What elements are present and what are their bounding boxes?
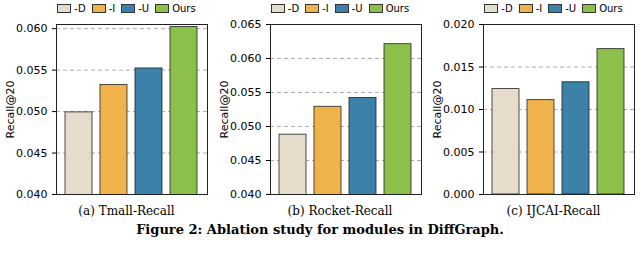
html-text:(c) IJCAI-Recall: (c) IJCAI-Recall <box>506 204 601 218</box>
html-text:(a) Tmall-Recall: (a) Tmall-Recall <box>78 204 175 218</box>
svg-text:0.040: 0.040 <box>230 188 262 201</box>
svg-text:0.055: 0.055 <box>230 86 262 99</box>
html-text:-D: -D <box>74 2 86 14</box>
html-text:-D: -D <box>287 2 300 14</box>
svg-text:Recall@20: Recall@20 <box>431 81 444 139</box>
html-text:Ours: Ours <box>172 2 196 14</box>
html-text:Figure 2: Ablation study for m: Figure 2: Ablation study for modules in … <box>136 222 504 237</box>
svg-text:0.060: 0.060 <box>16 22 48 35</box>
html-text:(b) Rocket-Recall: (b) Rocket-Recall <box>287 204 393 218</box>
svg-text:0.055: 0.055 <box>16 64 48 77</box>
svg-text:0.045: 0.045 <box>16 147 48 160</box>
html-text:Ours: Ours <box>599 2 623 14</box>
svg-text:0.065: 0.065 <box>230 18 262 31</box>
html-text:-D: -D <box>501 2 513 14</box>
svg-text:0.050: 0.050 <box>16 105 48 118</box>
svg-text:0.010: 0.010 <box>443 103 475 116</box>
svg-text:0.015: 0.015 <box>443 61 475 74</box>
html-text:-I: -I <box>108 2 116 14</box>
svg-text:0.060: 0.060 <box>230 52 262 65</box>
svg-text:0.045: 0.045 <box>230 154 262 167</box>
html-text:-U: -U <box>351 2 363 14</box>
svg-text:0.005: 0.005 <box>443 146 475 159</box>
html-text:-I: -I <box>322 2 329 14</box>
svg-text:Recall@20: Recall@20 <box>218 81 231 139</box>
html-text:-I: -I <box>535 2 543 14</box>
html-text:Ours: Ours <box>385 2 410 14</box>
html-text:-U: -U <box>138 2 150 14</box>
html-text:-U: -U <box>565 2 577 14</box>
svg-text:0.050: 0.050 <box>230 120 262 133</box>
svg-text:0.000: 0.000 <box>443 188 475 201</box>
svg-text:0.020: 0.020 <box>443 18 475 31</box>
svg-text:0.040: 0.040 <box>16 188 48 201</box>
svg-text:Recall@20: Recall@20 <box>4 81 17 139</box>
